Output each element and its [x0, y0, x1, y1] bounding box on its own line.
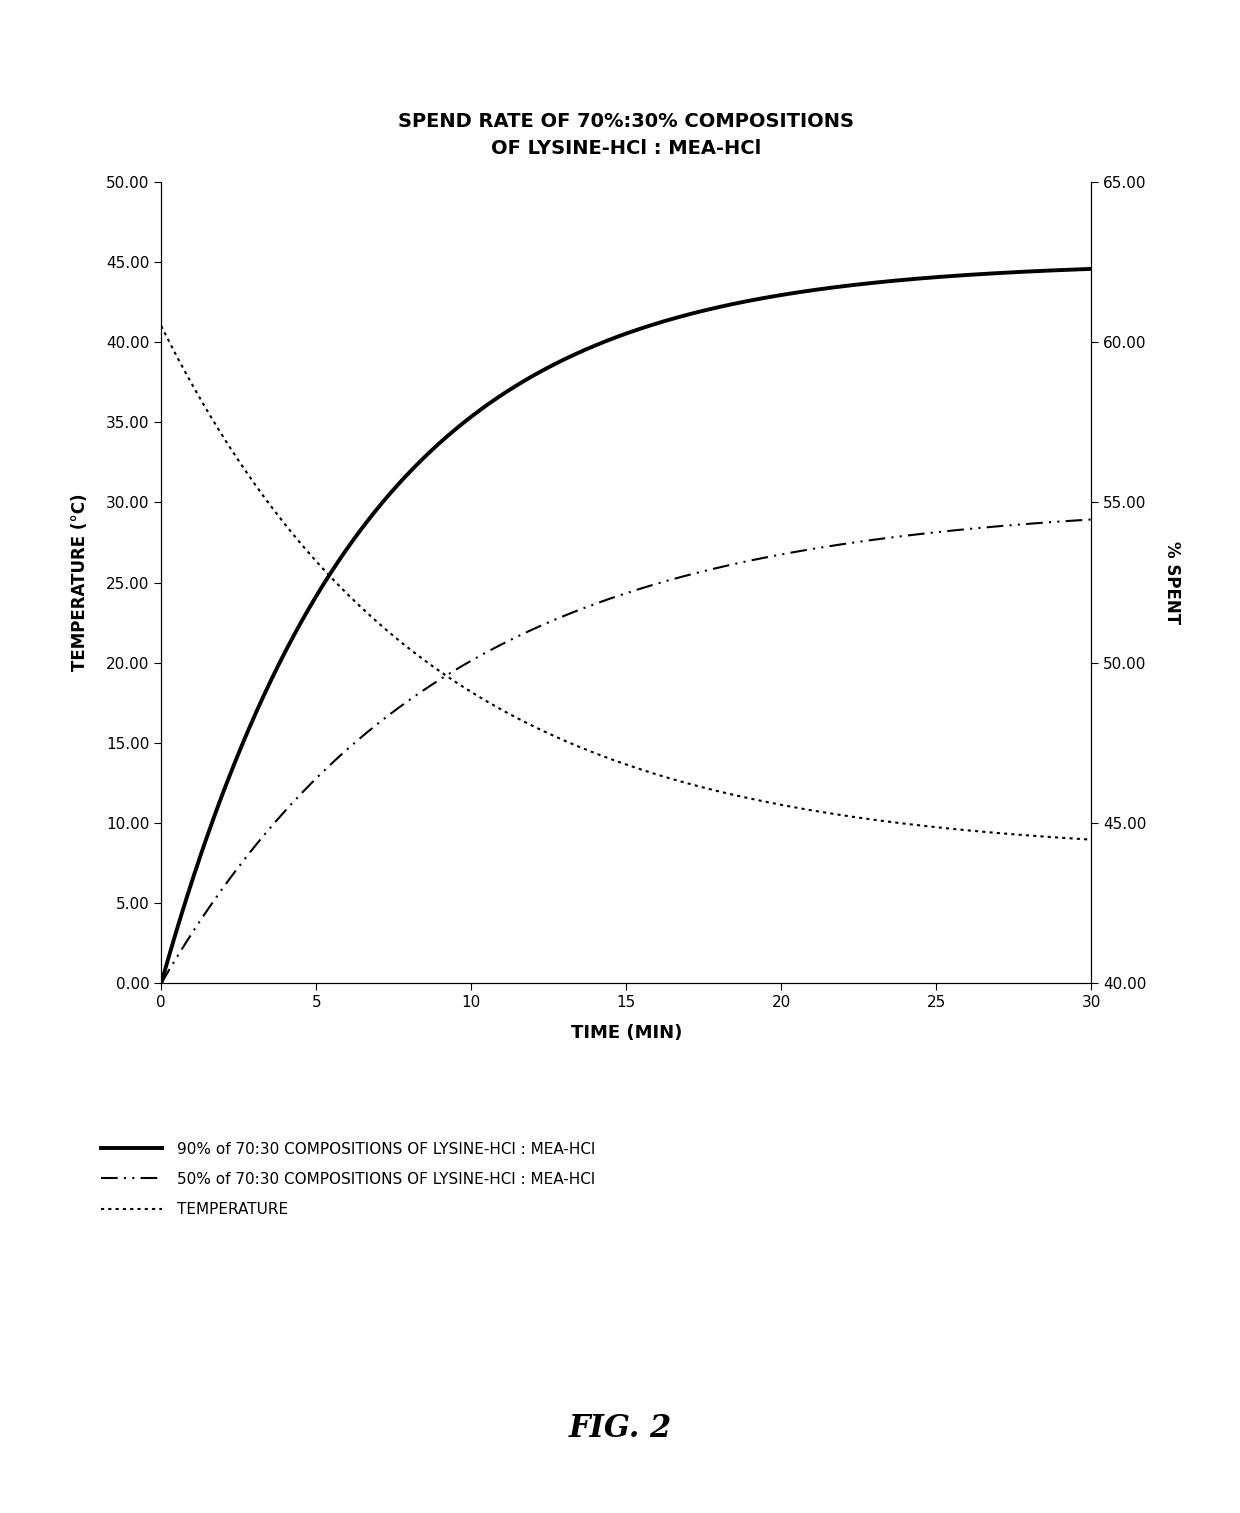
Y-axis label: TEMPERATURE (°C): TEMPERATURE (°C): [71, 493, 89, 672]
Text: FIG. 2: FIG. 2: [568, 1413, 672, 1445]
Legend: 90% of 70:30 COMPOSITIONS OF LYSINE-HCl : MEA-HCl, 50% of 70:30 COMPOSITIONS OF : 90% of 70:30 COMPOSITIONS OF LYSINE-HCl …: [94, 1135, 601, 1223]
X-axis label: TIME (MIN): TIME (MIN): [570, 1024, 682, 1042]
Y-axis label: % SPENT: % SPENT: [1163, 542, 1182, 623]
Title: SPEND RATE OF 70%:30% COMPOSITIONS
OF LYSINE-HCl : MEA-HCl: SPEND RATE OF 70%:30% COMPOSITIONS OF LY…: [398, 112, 854, 157]
